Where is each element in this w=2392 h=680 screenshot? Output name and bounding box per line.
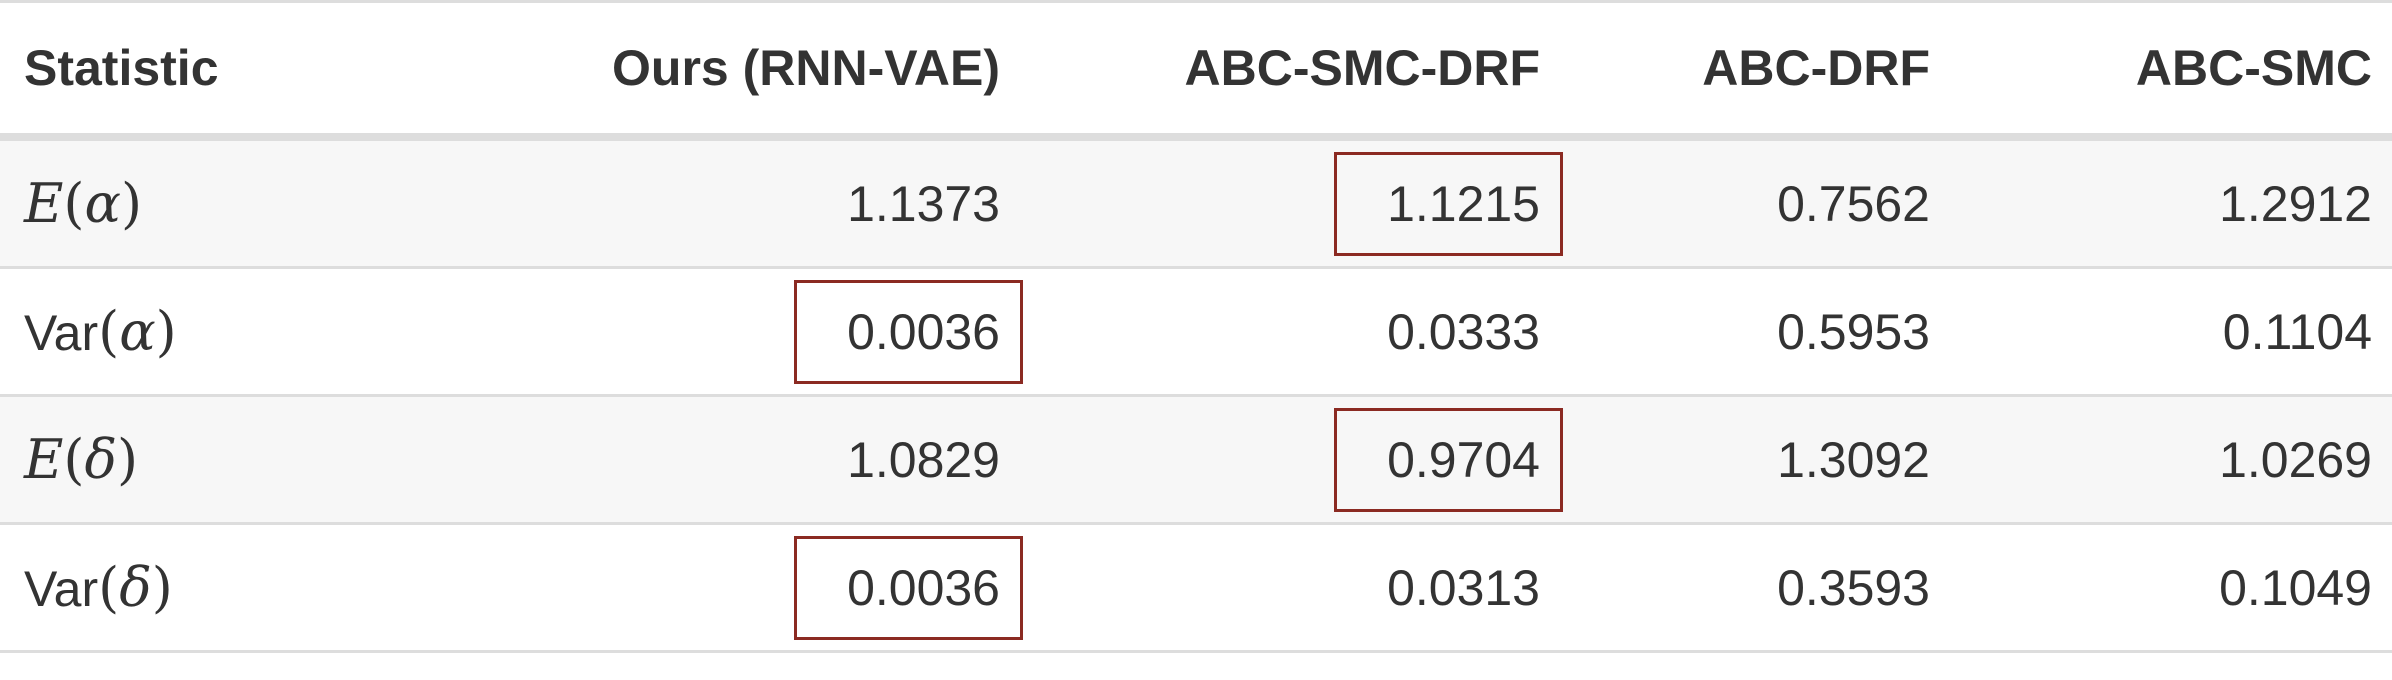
value: 0.1104 bbox=[2222, 303, 2372, 360]
header-abc-smc: ABC-SMC bbox=[1950, 0, 2392, 141]
row-label: E(α) bbox=[0, 137, 510, 269]
row-label: E(δ) bbox=[0, 395, 510, 525]
value: 0.0313 bbox=[1387, 559, 1540, 616]
row-label: Var(δ) bbox=[0, 523, 510, 653]
header-abc-smc-drf: ABC-SMC-DRF bbox=[1020, 0, 1560, 141]
value-cell: 0.3593 bbox=[1560, 523, 1950, 653]
value: 1.0269 bbox=[2219, 431, 2372, 488]
value-cell: 0.9704 bbox=[1020, 395, 1563, 525]
value-cell: 0.5953 bbox=[1560, 267, 1950, 397]
value-cell: 1.2912 bbox=[1950, 137, 2392, 269]
value: 1.3092 bbox=[1777, 431, 1930, 488]
stat-symbol: δ bbox=[119, 556, 152, 619]
stat-symbol: α bbox=[119, 300, 156, 363]
value: 0.3593 bbox=[1777, 559, 1930, 616]
highlighted-value: 0.9704 bbox=[1334, 407, 1563, 512]
comparison-table: Statistic Ours (RNN-VAE) ABC-SMC-DRF ABC… bbox=[0, 0, 2392, 653]
value-cell: 1.1373 bbox=[510, 137, 1020, 269]
stat-prefix: Var bbox=[24, 561, 99, 617]
value: 1.1373 bbox=[847, 175, 1000, 232]
header-statistic: Statistic bbox=[0, 0, 510, 141]
table-row: E(α) 1.1373 1.1215 0.7562 1.2912 bbox=[0, 137, 2392, 269]
value-cell: 0.0313 bbox=[1020, 523, 1560, 653]
table-row: Var(δ) 0.0036 0.0313 0.3593 0.1049 bbox=[0, 523, 2392, 653]
stat-prefix: Var bbox=[24, 305, 99, 361]
stat-math: (α) bbox=[98, 300, 177, 363]
stat-math: E(δ) bbox=[24, 428, 139, 491]
value-cell: 0.1049 bbox=[1950, 523, 2392, 653]
value: 0.7562 bbox=[1777, 175, 1930, 232]
highlighted-value: 0.0036 bbox=[794, 535, 1023, 640]
table-body: E(α) 1.1373 1.1215 0.7562 1.2912 Var(α) … bbox=[0, 137, 2392, 653]
value-cell: 1.0269 bbox=[1950, 395, 2392, 525]
table-row: E(δ) 1.0829 0.9704 1.3092 1.0269 bbox=[0, 395, 2392, 525]
stat-symbol: α bbox=[84, 172, 121, 235]
table-header: Statistic Ours (RNN-VAE) ABC-SMC-DRF ABC… bbox=[0, 0, 2392, 141]
value: 1.2912 bbox=[2219, 175, 2372, 232]
value-cell: 0.0036 bbox=[510, 267, 1023, 397]
stat-math: (δ) bbox=[98, 556, 173, 619]
value-cell: 1.3092 bbox=[1560, 395, 1950, 525]
value: 0.0333 bbox=[1387, 303, 1540, 360]
header-abc-drf: ABC-DRF bbox=[1560, 0, 1950, 141]
header-ours-rnn-vae: Ours (RNN-VAE) bbox=[510, 0, 1020, 141]
stat-symbol: δ bbox=[84, 428, 118, 491]
highlighted-value: 1.1215 bbox=[1334, 151, 1563, 256]
stat-func: E bbox=[24, 428, 64, 491]
value-cell: 1.0829 bbox=[510, 395, 1020, 525]
value-cell: 0.0036 bbox=[510, 523, 1023, 653]
value: 1.0829 bbox=[847, 431, 1000, 488]
table-row: Var(α) 0.0036 0.0333 0.5953 0.1104 bbox=[0, 267, 2392, 397]
value-cell: 1.1215 bbox=[1020, 137, 1563, 269]
value-cell: 0.0333 bbox=[1020, 267, 1560, 397]
value: 0.1049 bbox=[2219, 559, 2372, 616]
stat-func: E bbox=[24, 172, 64, 235]
value-cell: 0.7562 bbox=[1560, 137, 1950, 269]
highlighted-value: 0.0036 bbox=[794, 279, 1023, 384]
row-label: Var(α) bbox=[0, 267, 510, 397]
value: 0.5953 bbox=[1777, 303, 1930, 360]
header-row: Statistic Ours (RNN-VAE) ABC-SMC-DRF ABC… bbox=[0, 0, 2392, 141]
stat-math: E(α) bbox=[24, 172, 143, 235]
value-cell: 0.1104 bbox=[1950, 267, 2392, 397]
